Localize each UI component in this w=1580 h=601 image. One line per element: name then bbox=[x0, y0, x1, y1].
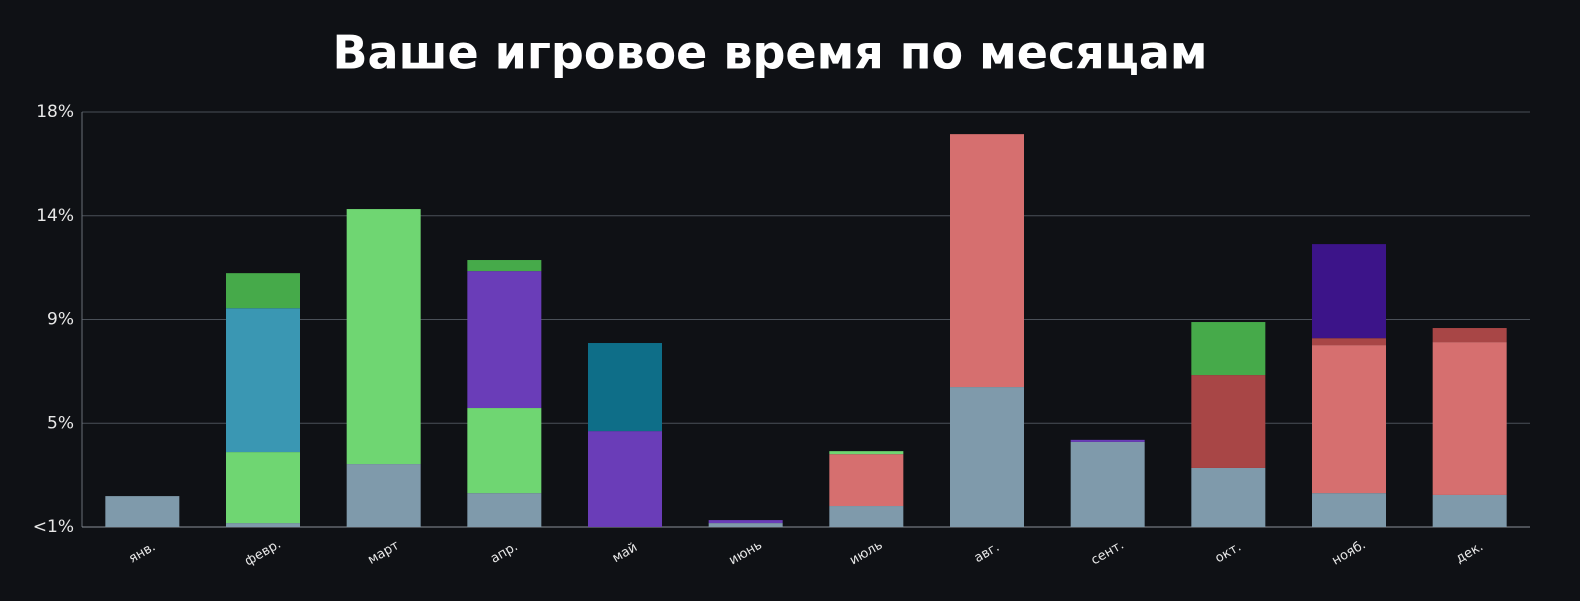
bar-segment bbox=[105, 496, 180, 527]
bar-segment bbox=[1312, 244, 1386, 339]
x-tick-label: май bbox=[610, 540, 640, 566]
bar-segment bbox=[1432, 342, 1507, 495]
bar-segment bbox=[1191, 467, 1266, 527]
bar-segment bbox=[829, 454, 904, 507]
bar-segment bbox=[829, 506, 904, 527]
x-tick-label: авг. bbox=[972, 540, 1003, 566]
bar-segment bbox=[467, 493, 542, 527]
bar-segment bbox=[588, 343, 662, 432]
bar-segment bbox=[708, 523, 783, 527]
bar-segment bbox=[1070, 441, 1145, 527]
bar-segment bbox=[1432, 328, 1507, 343]
bar-segment bbox=[829, 451, 904, 455]
x-tick-label: окт. bbox=[1213, 540, 1244, 567]
bar-segment bbox=[1191, 375, 1266, 468]
x-tick-label: дек. bbox=[1453, 539, 1486, 566]
y-tick-label: 5% bbox=[47, 413, 74, 433]
bar-segment bbox=[1070, 439, 1145, 442]
bar-segment bbox=[346, 209, 421, 465]
bar-segment bbox=[950, 134, 1024, 388]
bar-segment bbox=[226, 523, 300, 527]
x-tick-label: март bbox=[365, 538, 402, 568]
x-tick-label: нояб. bbox=[1329, 537, 1368, 568]
x-tick-label: июль bbox=[847, 538, 885, 569]
y-tick-label: 18% bbox=[36, 102, 74, 122]
bar-segment bbox=[1432, 494, 1507, 527]
x-tick-label: сент. bbox=[1089, 538, 1127, 569]
bar-segment bbox=[1312, 345, 1386, 494]
y-tick-label: 9% bbox=[47, 310, 74, 330]
bar-segment bbox=[1312, 338, 1386, 346]
bar-segment bbox=[708, 520, 783, 524]
bar-segment bbox=[226, 273, 300, 309]
bar-segment bbox=[226, 308, 300, 453]
bar-segment bbox=[226, 452, 300, 524]
y-tick-label: <1% bbox=[33, 517, 74, 537]
bar-segment bbox=[1191, 322, 1266, 376]
y-tick-label: 14% bbox=[36, 206, 74, 226]
x-tick-label: апр. bbox=[488, 539, 520, 566]
bar-segment bbox=[1312, 493, 1386, 527]
bar-segment bbox=[588, 431, 662, 527]
x-tick-label: янв. bbox=[126, 539, 158, 566]
bar-segment bbox=[467, 271, 542, 409]
bar-segment bbox=[467, 408, 542, 494]
chart-title: Ваше игровое время по месяцам bbox=[332, 26, 1207, 80]
bar-segment bbox=[950, 387, 1024, 527]
x-tick-label: февр. bbox=[242, 537, 283, 570]
bar-segment bbox=[467, 260, 542, 272]
x-tick-label: июнь bbox=[727, 538, 765, 569]
bar-segment bbox=[346, 464, 421, 527]
